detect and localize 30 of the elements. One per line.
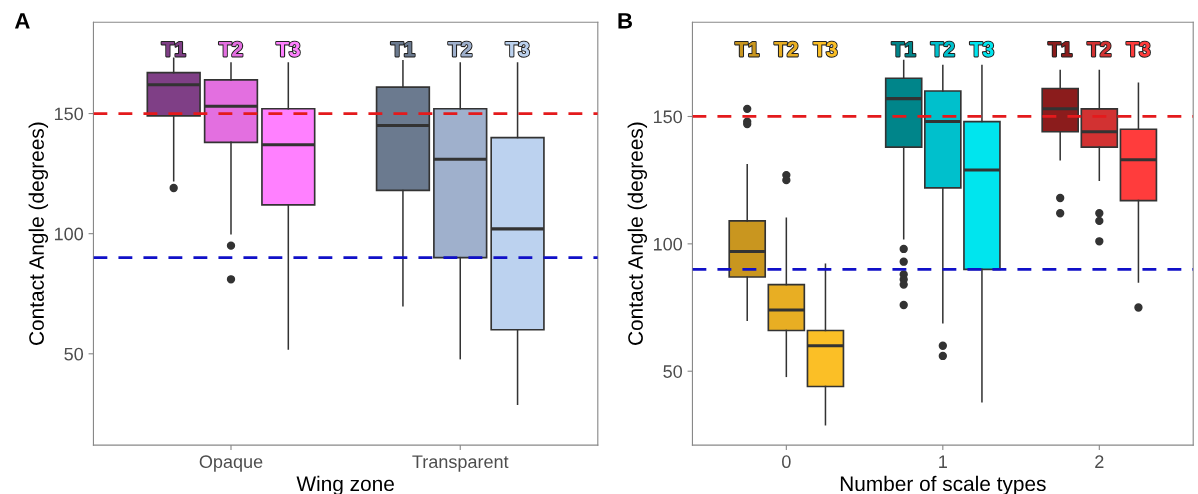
chart-title: A <box>14 13 30 29</box>
text: T3 <box>970 41 994 57</box>
y-tick-label: 100 <box>54 227 84 241</box>
text: T3 <box>276 41 300 57</box>
y-tick-label: 50 <box>663 365 683 378</box>
x-tick-label: Transparent <box>412 455 509 472</box>
x-tick-label: 2 <box>1095 455 1104 468</box>
y-tick-label: 150 <box>653 110 683 124</box>
text: T2 <box>1087 41 1111 57</box>
y-tick-label: 100 <box>653 237 683 251</box>
text: T2 <box>448 41 472 57</box>
text: T3 <box>505 41 529 57</box>
chart-title: B <box>618 13 633 29</box>
series-label: T1 <box>891 42 916 57</box>
text: T1 <box>391 42 415 57</box>
x-tick-label: Opaque <box>199 455 263 472</box>
series-label: T1 <box>161 42 186 57</box>
series-label: T2 <box>219 41 243 57</box>
text: T3 <box>1126 41 1150 57</box>
y-tick-label: 50 <box>64 347 84 361</box>
text: T2 <box>774 41 798 57</box>
x-tick-label: 0 <box>782 455 791 469</box>
y-axis-title: Contact Angle (degrees) <box>28 122 49 345</box>
text: T3 <box>813 41 837 57</box>
text: T1 <box>1048 42 1072 57</box>
series-label: T2 <box>930 41 955 57</box>
y-axis-title: Contact Angle (degrees) <box>627 122 648 345</box>
x-tick-label: 1 <box>939 455 947 468</box>
text: T1 <box>735 42 759 57</box>
y-tick-label: 150 <box>54 107 84 121</box>
